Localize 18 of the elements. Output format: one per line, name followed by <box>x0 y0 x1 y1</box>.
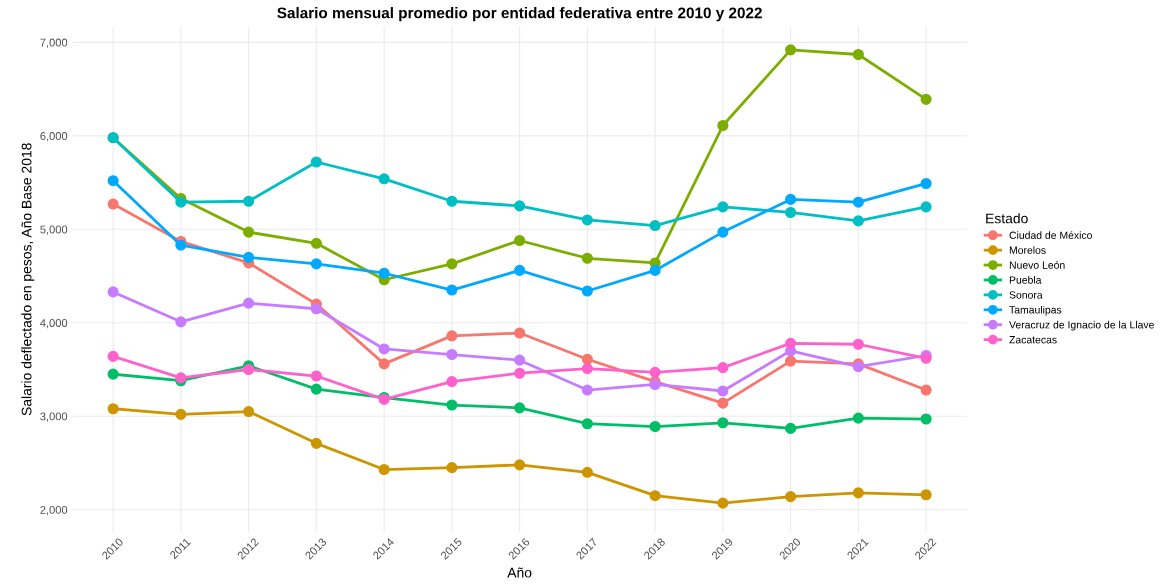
legend-label: Puebla <box>1009 276 1042 284</box>
y-tick-label: 6,000 <box>40 132 68 142</box>
x-axis-title: Año <box>507 567 532 578</box>
legend-label: Zacatecas <box>1009 336 1057 344</box>
legend-label: Tamaulipas <box>1009 305 1062 316</box>
legend-label: Nuevo León <box>1009 261 1065 269</box>
y-tick-label: 7,000 <box>40 38 68 48</box>
y-tick-label: 2,000 <box>40 505 68 516</box>
legend-label: Morelos <box>1009 246 1046 254</box>
y-axis-title: Salario deflectado en pesos, Año Base 2018 <box>21 143 35 416</box>
legend-label: Ciudad de México <box>1009 231 1092 239</box>
legend-label: Sonora <box>1009 291 1043 299</box>
legend-title: Estado <box>986 213 1028 224</box>
y-tick-label: 5,000 <box>40 225 68 235</box>
legend-label: Veracruz de Ignacio de la Llave <box>1009 320 1154 331</box>
y-tick-label: 4,000 <box>40 319 68 329</box>
chart-title: Salario mensual promedio por entidad federativa entre 2010 y 2022 <box>277 7 762 22</box>
y-tick-label: 3,000 <box>40 412 68 422</box>
